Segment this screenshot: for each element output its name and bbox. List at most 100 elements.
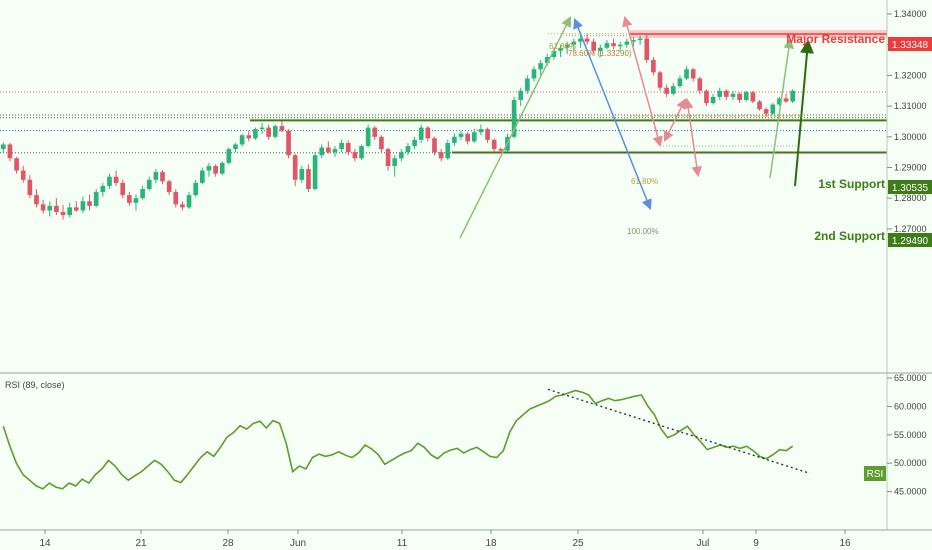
rsi-tick-label: 50.0000 <box>894 458 927 468</box>
candle <box>226 147 232 165</box>
candle <box>206 162 212 177</box>
candle <box>47 201 53 217</box>
time-tick-label: 28 <box>222 538 234 549</box>
target-arrow <box>794 39 814 187</box>
candle <box>777 96 782 107</box>
candle <box>339 139 344 153</box>
time-tick-label: 21 <box>135 538 147 549</box>
candle <box>186 192 192 209</box>
candle <box>306 164 311 193</box>
candle <box>445 139 451 160</box>
major-resistance-label: Major Resistance <box>786 32 885 46</box>
candle <box>538 60 543 76</box>
candle <box>113 170 119 186</box>
candle <box>491 138 497 153</box>
candle <box>34 188 39 208</box>
rsi-title: RSI (89, close) <box>5 380 65 390</box>
correction-arrow-1 <box>622 15 663 148</box>
candle <box>193 179 199 197</box>
second-support-label: 2nd Support <box>814 229 885 243</box>
rsi-value-tag-bg <box>864 466 886 481</box>
candle <box>40 199 46 214</box>
candle <box>757 99 762 111</box>
rsi-value-tag: RSI <box>867 469 884 480</box>
candle <box>93 188 99 208</box>
first-support-label: 1st Support <box>818 177 885 191</box>
candle <box>365 124 371 148</box>
price-tick-label: 1.27000 <box>894 224 927 234</box>
candle <box>379 135 384 153</box>
rsi-line <box>2 389 794 490</box>
candle <box>272 124 278 139</box>
price-tick-label: 1.31000 <box>894 101 927 111</box>
second-support-price-tag: 1.29490 <box>892 236 929 247</box>
rsi-tick-label: 60.0000 <box>894 401 927 411</box>
candle <box>199 167 205 185</box>
time-tick-label: 16 <box>839 538 851 549</box>
price-tick-label: 1.30000 <box>894 132 927 142</box>
down-projection-arrow <box>573 18 652 210</box>
candle <box>670 83 676 96</box>
candle <box>133 194 139 211</box>
candle <box>518 87 524 107</box>
candle <box>326 141 331 154</box>
candle <box>471 129 477 143</box>
candle <box>704 89 709 107</box>
first-support-price-tag: 1.30535 <box>892 183 929 194</box>
candle <box>146 176 152 191</box>
candle <box>405 142 411 156</box>
candle <box>697 76 703 94</box>
price-tick-label: 1.29000 <box>894 163 927 173</box>
time-tick-label: 25 <box>572 538 584 549</box>
candle <box>465 132 470 145</box>
projection-arrows <box>459 15 814 239</box>
time-tick-label: 11 <box>397 538 408 549</box>
first-support-price-tag-bg <box>888 180 932 194</box>
candle <box>173 188 179 208</box>
candle <box>717 87 723 100</box>
correction-arrow-3 <box>683 97 702 178</box>
fib-labels: 61.80% 78.60% (1.33290) 61.80% 100.00% <box>549 42 659 236</box>
time-tick-label: 9 <box>753 538 759 549</box>
candle <box>770 103 776 116</box>
candle <box>432 136 437 156</box>
candle <box>312 152 318 191</box>
candle <box>730 90 736 100</box>
candle <box>425 126 431 142</box>
candle <box>458 130 464 140</box>
candle <box>140 185 145 200</box>
candle <box>664 84 669 97</box>
candle <box>525 75 530 94</box>
candle <box>319 144 325 159</box>
resistance-price-tag-bg <box>888 37 932 51</box>
candle <box>219 161 225 176</box>
candle <box>763 107 769 117</box>
price-axis: 1.340001.330001.320001.310001.300001.290… <box>886 0 932 530</box>
price-tick-label: 1.28000 <box>894 193 927 203</box>
candle <box>127 192 132 206</box>
rsi-tick-label: 45.0000 <box>894 487 927 497</box>
rsi-tick-label: 65.0000 <box>894 373 927 383</box>
time-tick-label: 18 <box>485 538 497 549</box>
candle <box>412 136 417 150</box>
candle <box>332 146 338 157</box>
candle <box>54 198 59 216</box>
candle <box>392 155 398 177</box>
candle <box>485 127 490 143</box>
candle <box>564 41 570 54</box>
candle <box>438 149 444 162</box>
candle <box>253 127 258 140</box>
candle <box>352 149 358 162</box>
candle <box>398 149 404 162</box>
candle <box>750 90 756 104</box>
candle <box>690 67 696 82</box>
candle <box>737 92 742 104</box>
second-support-price-tag-bg <box>888 233 932 247</box>
candle <box>677 75 683 88</box>
candle <box>558 44 563 57</box>
candle <box>67 202 72 218</box>
candle <box>710 93 716 105</box>
price-pane: 61.80% 78.60% (1.33290) 61.80% 100.00% M… <box>0 15 887 243</box>
time-tick-label: Jul <box>697 538 710 549</box>
